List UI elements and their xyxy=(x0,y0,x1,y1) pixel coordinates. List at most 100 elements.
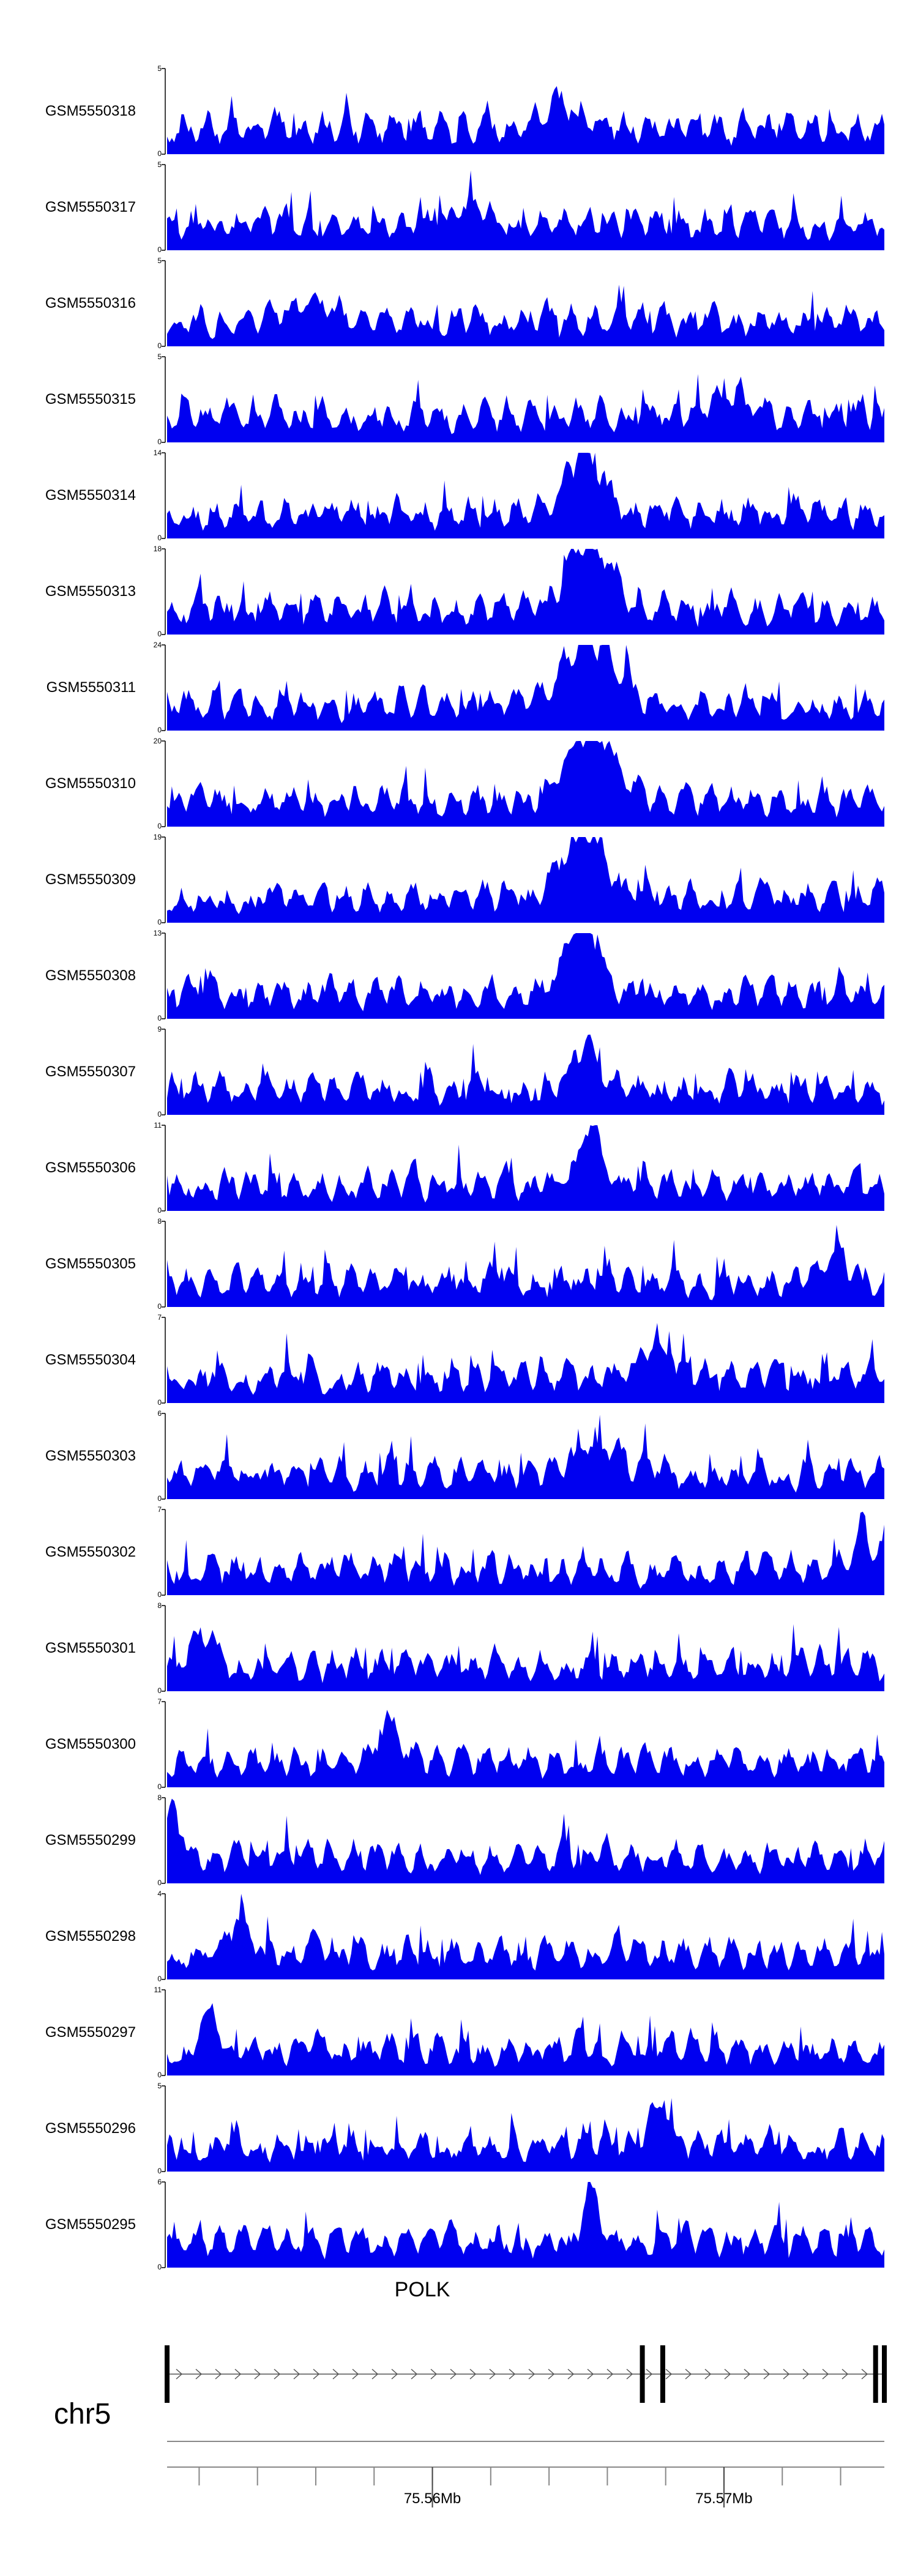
strand-arrow xyxy=(626,2369,633,2380)
track-label: GSM5550307 xyxy=(45,1063,136,1080)
signal-area-GSM5550306 xyxy=(167,1125,884,1211)
y-max-label: 5 xyxy=(157,64,162,73)
strand-arrow xyxy=(391,2369,398,2380)
y-min-label: 0 xyxy=(157,2263,162,2271)
strand-arrow xyxy=(685,2369,692,2380)
strand-arrow xyxy=(548,2369,555,2380)
strand-arrow xyxy=(528,2369,536,2380)
signal-area-GSM5550316 xyxy=(167,285,884,346)
strand-arrow xyxy=(822,2369,829,2380)
y-min-label: 0 xyxy=(157,630,162,638)
track-label: GSM5550300 xyxy=(45,1736,136,1752)
strand-arrow xyxy=(744,2369,751,2380)
y-max-label: 5 xyxy=(157,352,162,361)
signal-area-GSM5550309 xyxy=(167,837,884,923)
y-min-label: 0 xyxy=(157,1110,162,1119)
y-min-label: 0 xyxy=(157,726,162,734)
strand-arrow xyxy=(371,2369,379,2380)
y-min-label: 0 xyxy=(157,1878,162,1887)
y-min-label: 0 xyxy=(157,822,162,830)
strand-arrow xyxy=(234,2369,242,2380)
y-min-label: 0 xyxy=(157,1590,162,1599)
strand-arrow xyxy=(842,2369,849,2380)
y-min-label: 0 xyxy=(157,1686,162,1695)
y-min-label: 0 xyxy=(157,1206,162,1215)
strand-arrow xyxy=(567,2369,575,2380)
strand-arrow xyxy=(332,2369,340,2380)
strand-arrow xyxy=(274,2369,281,2380)
gene-name-label: POLK xyxy=(394,2278,450,2301)
signal-area-GSM5550307 xyxy=(167,1034,884,1115)
y-max-label: 4 xyxy=(157,1889,162,1898)
y-min-label: 0 xyxy=(157,1398,162,1407)
y-max-label: 5 xyxy=(157,256,162,265)
strand-arrow xyxy=(195,2369,203,2380)
strand-arrow xyxy=(411,2369,418,2380)
strand-arrow xyxy=(802,2369,810,2380)
signal-area-GSM5550318 xyxy=(167,86,884,154)
track-label: GSM5550309 xyxy=(45,871,136,888)
y-min-label: 0 xyxy=(157,1014,162,1022)
signal-area-GSM5550314 xyxy=(167,453,884,538)
y-max-label: 18 xyxy=(153,545,162,553)
signal-area-GSM5550297 xyxy=(167,2003,884,2075)
y-min-label: 0 xyxy=(157,918,162,926)
track-label: GSM5550303 xyxy=(45,1448,136,1464)
y-min-label: 0 xyxy=(157,149,162,158)
strand-arrow xyxy=(665,2369,673,2380)
signal-area-GSM5550310 xyxy=(167,741,884,827)
track-label: GSM5550317 xyxy=(45,199,136,215)
track-label: GSM5550296 xyxy=(45,2120,136,2137)
y-max-label: 8 xyxy=(157,1217,162,1226)
strand-arrow xyxy=(587,2369,594,2380)
y-max-label: 8 xyxy=(157,1601,162,1610)
y-max-label: 6 xyxy=(157,2178,162,2186)
signal-area-GSM5550305 xyxy=(167,1224,884,1307)
y-max-label: 5 xyxy=(157,160,162,169)
signal-area-GSM5550311 xyxy=(167,645,884,731)
signal-area-GSM5550296 xyxy=(167,2098,884,2172)
y-min-label: 0 xyxy=(157,1302,162,1311)
y-max-label: 13 xyxy=(153,929,162,937)
strand-arrow xyxy=(606,2369,614,2380)
signal-area-GSM5550317 xyxy=(167,170,884,250)
exon-block xyxy=(660,2345,665,2403)
strand-arrow xyxy=(861,2369,868,2380)
y-min-label: 0 xyxy=(157,1782,162,1791)
signal-area-GSM5550299 xyxy=(167,1798,884,1883)
signal-area-GSM5550315 xyxy=(167,374,884,442)
strand-arrow xyxy=(763,2369,771,2380)
track-label: GSM5550304 xyxy=(45,1352,136,1368)
exon-block xyxy=(882,2345,887,2403)
track-label: GSM5550301 xyxy=(45,1640,136,1656)
signal-area-GSM5550301 xyxy=(167,1624,884,1691)
track-label: GSM5550313 xyxy=(45,583,136,600)
track-label: GSM5550316 xyxy=(45,295,136,311)
y-max-label: 11 xyxy=(154,1986,162,1994)
strand-arrow xyxy=(293,2369,300,2380)
y-max-label: 8 xyxy=(157,1793,162,1802)
signal-area-GSM5550304 xyxy=(167,1323,884,1403)
signal-area-GSM5550313 xyxy=(167,549,884,635)
track-label: GSM5550318 xyxy=(45,103,136,119)
y-min-label: 0 xyxy=(157,2167,162,2175)
track-label: GSM5550295 xyxy=(45,2216,136,2233)
strand-arrow xyxy=(509,2369,516,2380)
signal-area-GSM5550298 xyxy=(167,1894,884,1979)
y-max-label: 24 xyxy=(153,641,162,649)
strand-arrow xyxy=(254,2369,261,2380)
signal-area-GSM5550295 xyxy=(167,2182,884,2268)
strand-arrow xyxy=(489,2369,496,2380)
track-label: GSM5550306 xyxy=(45,1160,136,1176)
axis-tick-label: 75.57Mb xyxy=(695,2490,753,2507)
signal-area-GSM5550303 xyxy=(167,1415,884,1499)
y-min-label: 0 xyxy=(157,437,162,446)
strand-arrow xyxy=(176,2369,183,2380)
y-min-label: 0 xyxy=(157,1494,162,1503)
track-label: GSM5550305 xyxy=(45,1256,136,1272)
track-label: GSM5550315 xyxy=(45,391,136,408)
signal-area-GSM5550302 xyxy=(167,1511,884,1595)
strand-arrow xyxy=(450,2369,457,2380)
strand-arrow xyxy=(215,2369,222,2380)
track-label: GSM5550299 xyxy=(45,1832,136,1848)
